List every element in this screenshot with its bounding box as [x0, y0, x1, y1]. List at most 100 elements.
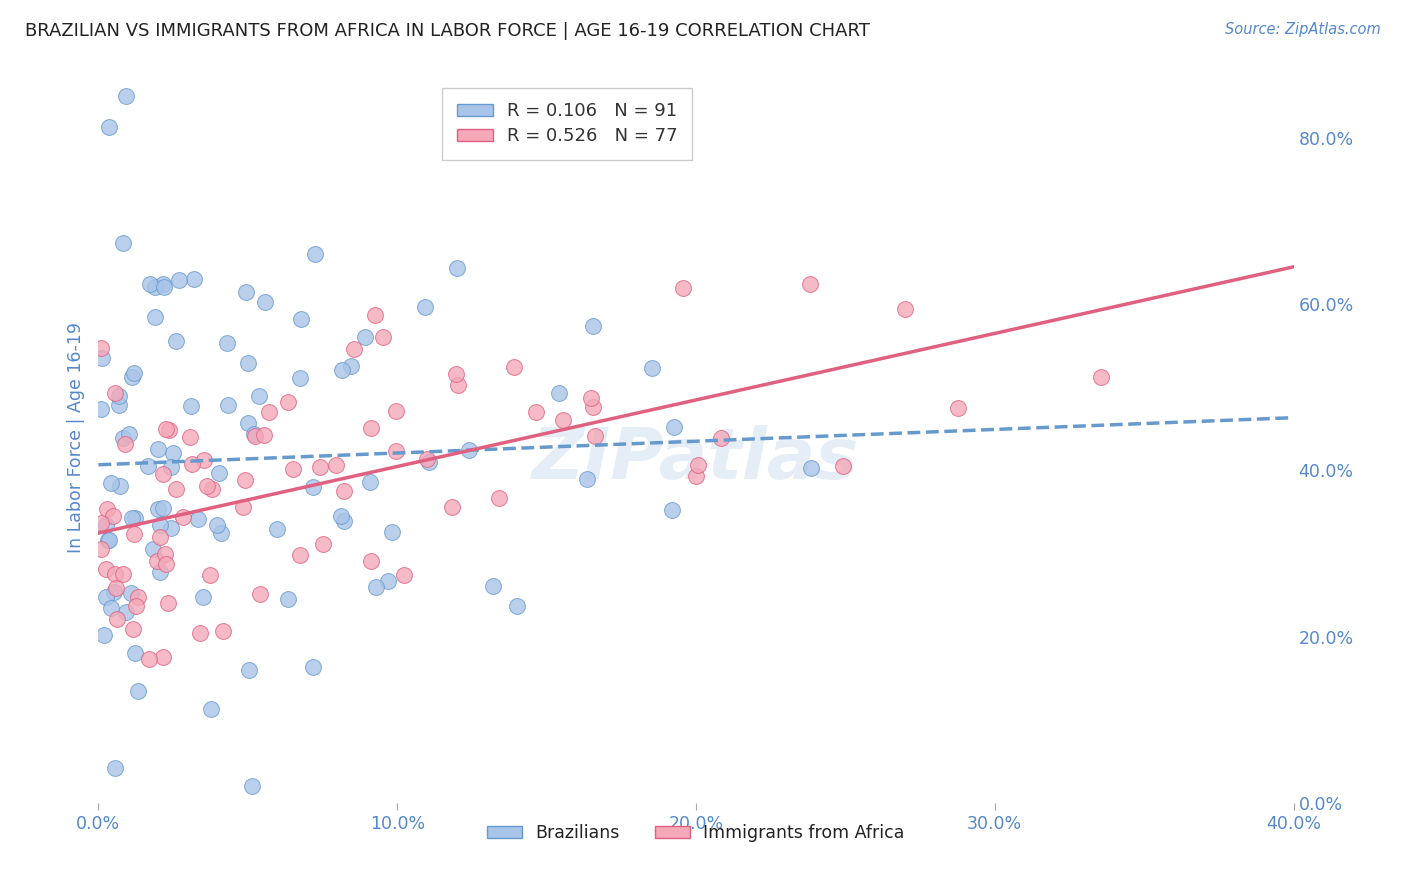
Point: [139, 277, 162, 292]
Point: [662, 420, 685, 434]
Point: [181, 458, 204, 472]
Point: [233, 473, 256, 487]
Point: [329, 509, 352, 524]
Point: [209, 526, 232, 541]
Point: [211, 624, 233, 638]
Point: [583, 429, 606, 443]
Point: [108, 389, 131, 403]
Point: [112, 235, 135, 250]
Point: [104, 760, 127, 774]
Point: [524, 405, 547, 419]
Point: [385, 404, 408, 418]
Point: [548, 385, 571, 400]
Point: [183, 271, 205, 285]
Point: [138, 651, 160, 665]
Point: [125, 599, 148, 613]
Point: [332, 483, 354, 498]
Point: [366, 580, 388, 594]
Point: [180, 399, 202, 413]
Point: [238, 416, 260, 430]
Point: [257, 405, 280, 419]
Point: [506, 599, 529, 614]
Point: [112, 432, 135, 446]
Point: [124, 646, 146, 660]
Point: [146, 442, 169, 456]
Point: [894, 301, 917, 316]
Point: [143, 310, 166, 324]
Point: [332, 514, 354, 528]
Point: [243, 429, 266, 443]
Point: [105, 611, 128, 625]
Point: [831, 458, 853, 473]
Point: [149, 565, 172, 579]
Point: [343, 342, 366, 356]
Point: [208, 466, 231, 480]
Point: [381, 524, 404, 539]
Point: [155, 557, 177, 571]
Point: [112, 566, 135, 581]
Point: [90, 516, 112, 530]
Point: [193, 590, 215, 604]
Point: [96, 518, 118, 533]
Point: [672, 281, 695, 295]
Point: [641, 361, 664, 376]
Point: [312, 537, 335, 551]
Point: [160, 460, 183, 475]
Point: [290, 312, 312, 326]
Point: [155, 547, 177, 561]
Point: [217, 398, 239, 412]
Point: [127, 684, 149, 698]
Point: [103, 585, 125, 599]
Point: [90, 541, 112, 556]
Point: [120, 585, 142, 599]
Point: [107, 398, 129, 412]
Point: [799, 277, 821, 291]
Point: [288, 548, 311, 562]
Point: [482, 579, 505, 593]
Point: [122, 622, 145, 636]
Point: [193, 453, 215, 467]
Point: [243, 426, 266, 441]
Point: [277, 395, 299, 409]
Point: [1090, 370, 1112, 384]
Point: [115, 89, 138, 103]
Point: [153, 280, 176, 294]
Point: [359, 475, 381, 490]
Text: BRAZILIAN VS IMMIGRANTS FROM AFRICA IN LABOR FORCE | AGE 16-19 CORRELATION CHART: BRAZILIAN VS IMMIGRANTS FROM AFRICA IN L…: [25, 22, 870, 40]
Y-axis label: In Labor Force | Age 16-19: In Labor Force | Age 16-19: [66, 322, 84, 552]
Legend: Brazilians, Immigrants from Africa: Brazilians, Immigrants from Africa: [481, 817, 911, 849]
Point: [160, 521, 183, 535]
Point: [165, 482, 187, 496]
Point: [162, 446, 184, 460]
Point: [325, 458, 347, 472]
Point: [149, 517, 172, 532]
Point: [309, 459, 332, 474]
Point: [304, 247, 326, 261]
Point: [457, 443, 479, 458]
Point: [215, 335, 238, 350]
Point: [190, 626, 212, 640]
Point: [152, 500, 174, 515]
Point: [114, 436, 136, 450]
Point: [661, 503, 683, 517]
Text: ZIPatlas: ZIPatlas: [533, 425, 859, 493]
Point: [415, 452, 437, 467]
Point: [444, 367, 467, 381]
Point: [579, 391, 602, 405]
Point: [100, 601, 122, 615]
Point: [447, 377, 470, 392]
Point: [122, 526, 145, 541]
Point: [236, 356, 259, 370]
Point: [582, 318, 605, 333]
Point: [152, 649, 174, 664]
Point: [157, 596, 180, 610]
Text: Source: ZipAtlas.com: Source: ZipAtlas.com: [1225, 22, 1381, 37]
Point: [277, 592, 299, 607]
Point: [165, 334, 187, 348]
Point: [108, 478, 131, 492]
Point: [149, 530, 172, 544]
Point: [100, 475, 122, 490]
Point: [187, 512, 209, 526]
Point: [157, 423, 180, 437]
Point: [582, 400, 605, 414]
